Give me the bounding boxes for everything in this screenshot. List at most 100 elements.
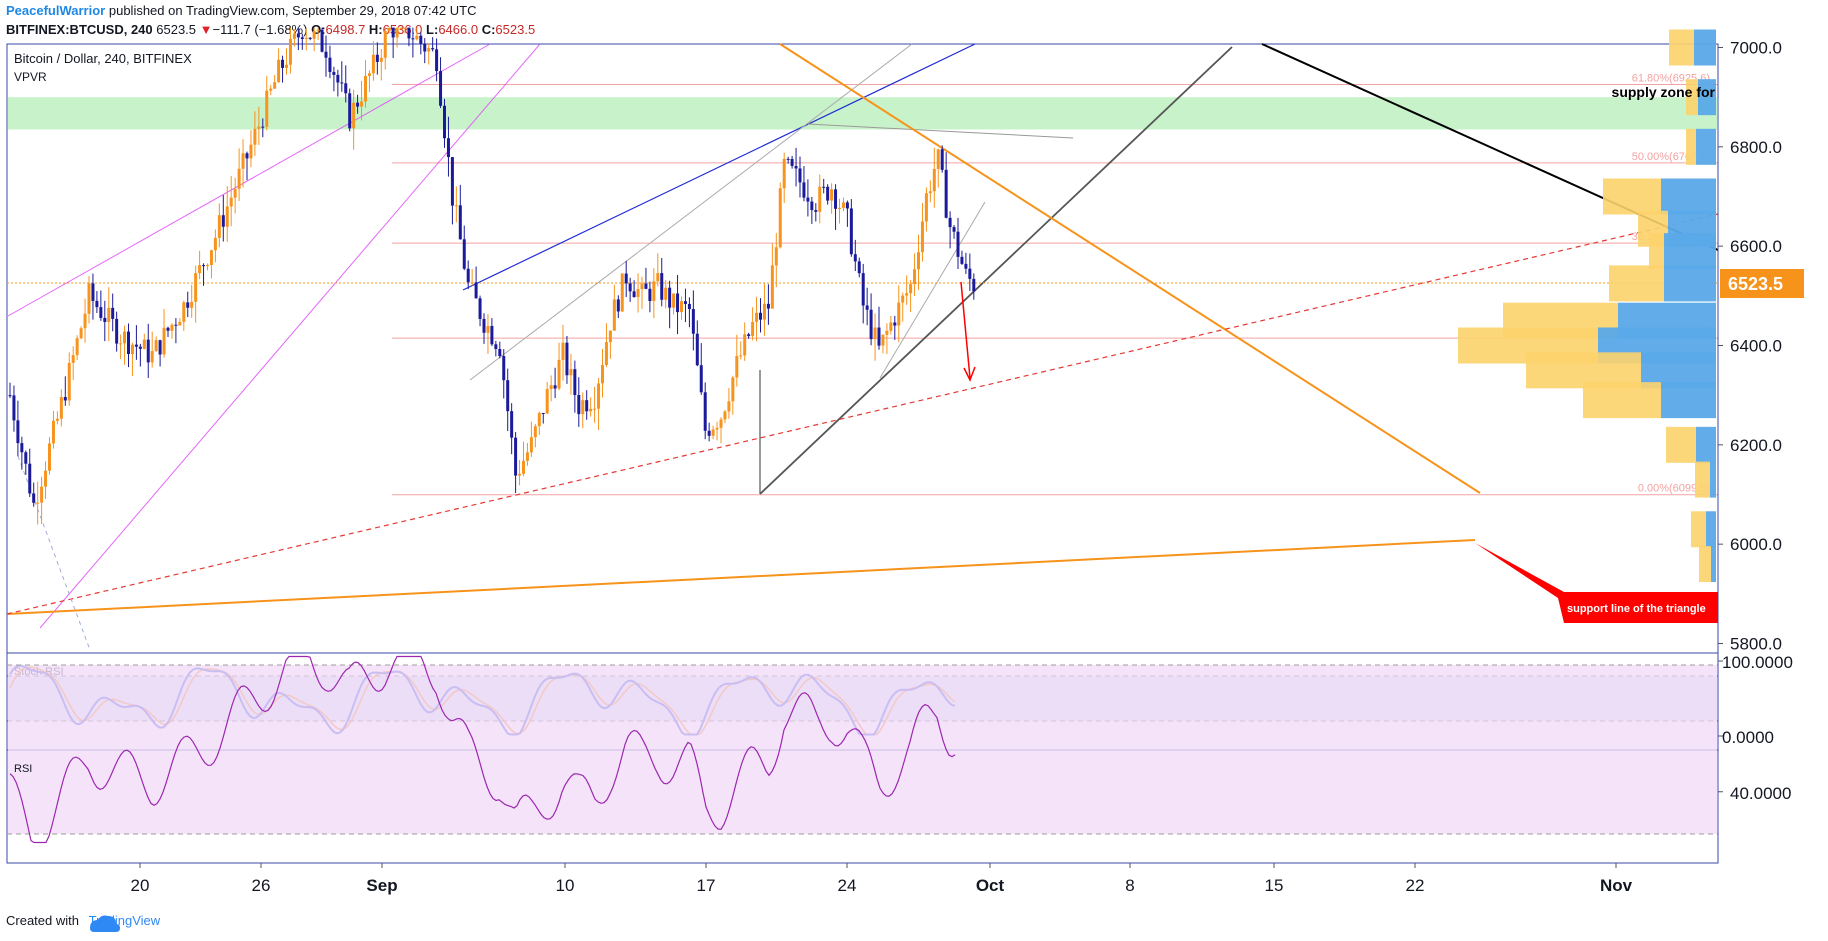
candle-body — [103, 317, 107, 322]
candle-body — [648, 288, 652, 301]
candle-body — [537, 412, 541, 427]
fib-level-label: 0.00%(6099.5) — [1638, 483, 1710, 495]
tradingview-cloud-icon[interactable] — [90, 915, 120, 933]
candle-body — [798, 168, 802, 183]
annotation-callout — [1475, 543, 1718, 623]
candle-body — [719, 419, 723, 428]
candle-body — [55, 418, 59, 421]
x-tick-label: 10 — [556, 876, 575, 895]
candle-body — [715, 427, 719, 430]
candle-body — [123, 331, 127, 344]
projection-arrow-shaft — [960, 281, 971, 379]
candle-body — [577, 395, 581, 415]
candle-body — [636, 289, 640, 298]
candle-body — [917, 252, 920, 270]
candle-body — [680, 301, 683, 313]
author-link[interactable]: PeacefulWarrior — [6, 3, 106, 18]
candle-body — [162, 327, 166, 355]
rsi-line — [9, 655, 956, 844]
candle-body — [300, 37, 304, 39]
high-label: H: — [368, 22, 383, 37]
candle-body — [948, 217, 952, 228]
candle-body — [960, 256, 964, 264]
volume-profile-up-bar — [1666, 426, 1696, 463]
candle-body — [869, 309, 873, 340]
candle-body — [676, 293, 680, 313]
candle-body — [273, 82, 277, 89]
candle-body — [281, 59, 285, 68]
candle-body — [565, 342, 569, 376]
candle-body — [399, 27, 403, 29]
candle-body — [83, 313, 87, 329]
volume-profile-down-bar — [1696, 426, 1716, 463]
candle-body — [202, 265, 206, 267]
volume-profile-down-bar — [1661, 382, 1716, 419]
candle-body — [656, 273, 660, 282]
candle-body — [841, 202, 845, 208]
candle-body — [770, 265, 774, 309]
candle-body — [502, 356, 506, 381]
candle-body — [439, 71, 443, 106]
candle-body — [91, 283, 95, 301]
volume-profile-up-bar — [1691, 511, 1706, 548]
candle-body — [794, 165, 798, 169]
candle-body — [944, 169, 948, 218]
candle-body — [435, 49, 439, 72]
candle-body — [419, 35, 423, 44]
candle-body — [786, 158, 790, 160]
volume-profile-down-bar — [1711, 546, 1716, 583]
candle-body — [616, 299, 620, 312]
last-price-badge — [1720, 269, 1804, 298]
y-tick-label: 6600.0 — [1730, 237, 1782, 256]
triangle-support-line — [6, 539, 1476, 615]
candle-body — [723, 411, 727, 420]
candle-body — [897, 302, 901, 326]
candle-body — [735, 356, 739, 378]
candle-body — [450, 157, 454, 206]
candle-body — [446, 138, 450, 158]
candle-body — [44, 470, 48, 487]
candle-body — [198, 265, 202, 274]
candle-body — [142, 339, 146, 349]
candle-body — [940, 149, 944, 170]
candle-body — [360, 101, 364, 107]
candle-body — [443, 105, 446, 139]
candle-body — [711, 429, 715, 436]
candle-body — [336, 74, 340, 83]
candle-body — [751, 321, 755, 337]
candle-body — [691, 309, 695, 334]
candle-body — [40, 486, 44, 503]
candle-body — [834, 189, 838, 209]
rsi-y-tick-label: 40.0000 — [1730, 784, 1791, 803]
candle-body — [249, 144, 253, 159]
x-tick-label: 26 — [252, 876, 271, 895]
candle-body — [920, 221, 924, 253]
volume-profile-up-bar — [1686, 128, 1696, 165]
candle-body — [549, 385, 553, 390]
volume-profile-down-bar — [1696, 128, 1716, 165]
candle-body — [620, 273, 624, 312]
candle-body — [308, 37, 312, 39]
candle-body — [861, 273, 865, 306]
candle-body — [881, 334, 885, 346]
candle-body — [822, 186, 826, 188]
candle-body — [762, 303, 766, 320]
y-tick-label: 6800.0 — [1730, 138, 1782, 157]
candle-body — [288, 38, 292, 65]
volume-profile-up-bar — [1609, 265, 1664, 302]
candle-body — [660, 273, 664, 300]
wedge-upper-line — [462, 43, 976, 291]
candle-body — [154, 340, 158, 352]
candle-body — [75, 338, 79, 356]
candle-body — [285, 64, 288, 68]
volume-profile-down-bar — [1694, 29, 1716, 66]
candle-body — [893, 322, 897, 326]
tradingview-link[interactable]: TradingView — [88, 913, 161, 928]
stoch-y-tick-label: 100.0000 — [1722, 653, 1793, 672]
x-tick-label: 20 — [131, 876, 150, 895]
candle-body — [332, 71, 336, 75]
support-trend-line — [759, 46, 1233, 495]
candle-body — [956, 231, 960, 257]
candle-body — [166, 327, 170, 331]
